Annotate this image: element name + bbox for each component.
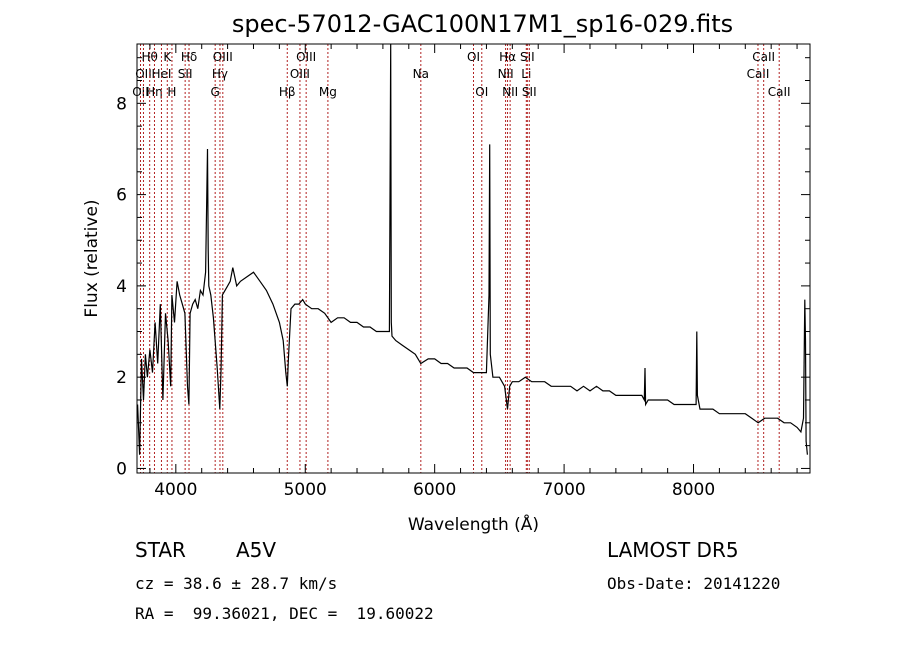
x-tick-label: 4000	[154, 480, 197, 500]
line-label: Hγ	[212, 67, 228, 81]
survey-label: LAMOST DR5	[607, 538, 739, 562]
y-tick-label: 4	[116, 277, 127, 297]
line-label: NII	[502, 85, 518, 99]
observation-date: Obs-Date: 20141220	[607, 574, 781, 593]
line-label: NII	[498, 67, 514, 81]
x-tick-label: 5000	[284, 480, 327, 500]
redshift-cz: cz = 38.6 ± 28.7 km/s	[135, 574, 338, 593]
y-tick-label: 0	[116, 459, 127, 479]
line-label: SII	[520, 50, 535, 64]
plot-frame	[136, 43, 811, 474]
line-label: CaII	[747, 67, 770, 81]
line-label: Hα	[499, 50, 516, 64]
line-label: K	[163, 50, 172, 64]
line-label: H	[167, 85, 176, 99]
line-label: OIII	[296, 50, 316, 64]
line-label: Hθ	[141, 50, 157, 64]
line-label: OII	[132, 85, 149, 99]
line-label: OII	[135, 67, 152, 81]
x-axis-label: Wavelength (Å)	[408, 513, 539, 535]
line-label: SII	[522, 85, 537, 99]
line-label: Li	[521, 67, 531, 81]
y-axis-label: Flux (relative)	[82, 199, 102, 317]
coordinates: RA = 99.36021, DEC = 19.60022	[135, 604, 434, 623]
spectrum-series	[137, 43, 808, 455]
x-tick-label: 7000	[542, 480, 585, 500]
line-label: HeI	[151, 67, 171, 81]
line-label: OI	[475, 85, 488, 99]
x-tick-label: 8000	[672, 480, 715, 500]
line-label: Hη	[146, 85, 163, 99]
y-tick-label: 8	[116, 94, 127, 114]
line-label: CaII	[752, 50, 775, 64]
y-tick-label: 6	[116, 186, 127, 206]
chart-title: spec-57012-GAC100N17M1_sp16-029.fits	[232, 10, 733, 38]
line-label: Hβ	[279, 85, 296, 99]
object-class: STAR	[135, 538, 186, 562]
object-subclass: A5V	[236, 538, 277, 562]
line-label: Mg	[319, 85, 337, 99]
line-label: OI	[467, 50, 480, 64]
line-label: OIII	[213, 50, 233, 64]
line-label: Na	[413, 67, 429, 81]
line-label: Hδ	[181, 50, 197, 64]
line-label: OIII	[290, 67, 310, 81]
line-label: CaII	[768, 85, 791, 99]
y-tick-label: 2	[116, 368, 127, 388]
x-tick-label: 6000	[413, 480, 456, 500]
line-label: SII	[178, 67, 193, 81]
line-label: G	[211, 85, 220, 99]
